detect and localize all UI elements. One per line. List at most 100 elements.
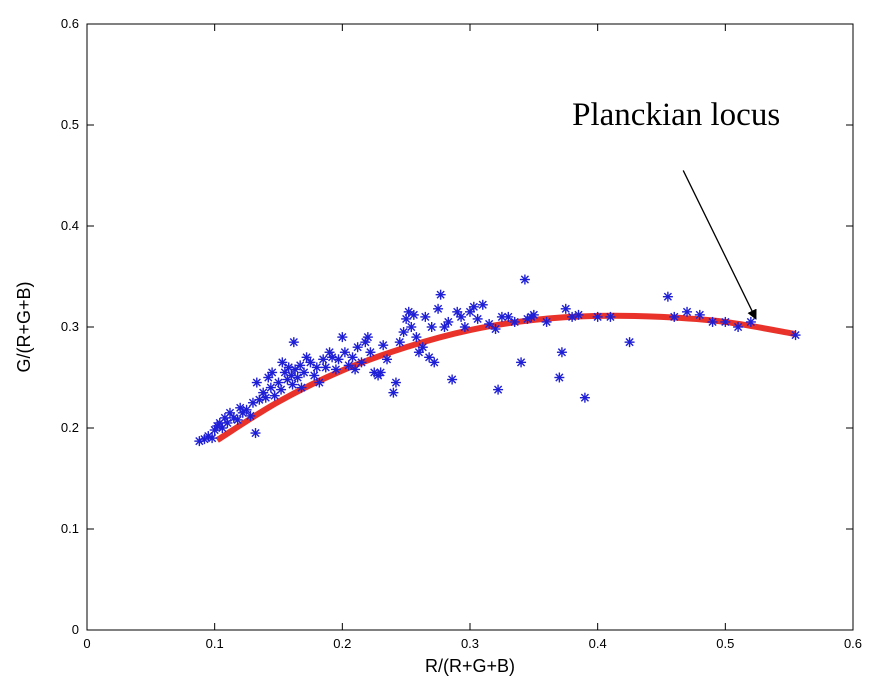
data-point [365, 347, 376, 358]
data-point [509, 316, 520, 327]
data-point [224, 407, 235, 418]
data-point [314, 377, 325, 388]
data-point [413, 347, 424, 358]
data-point [694, 309, 705, 320]
data-point [375, 367, 386, 378]
data-point [333, 354, 344, 365]
data-point [733, 322, 744, 332]
data-point [356, 357, 367, 368]
data-point [493, 384, 504, 395]
scatter-points-layer [194, 274, 801, 447]
data-point [311, 362, 322, 373]
axis-ticks: 0 0.1 0.2 0.3 0.4 0.5 0.6 0 0.1 0.2 0.3 0.4 0.5 0.6 [61, 16, 862, 651]
y-tick-label: 0 [72, 622, 79, 637]
y-tick-label: 0.3 [61, 319, 79, 334]
data-point [292, 372, 303, 383]
data-point [309, 370, 320, 381]
x-tick-label: 0.5 [716, 636, 734, 651]
data-point [347, 352, 358, 363]
data-point [554, 372, 565, 383]
data-point [519, 274, 530, 285]
data-point [287, 379, 298, 390]
data-point [318, 354, 329, 365]
data-point [320, 362, 331, 373]
labels-layer: R/(R+G+B) G/(R+G+B) Planckian locus [14, 97, 780, 676]
data-point [465, 306, 475, 317]
data-point [573, 309, 584, 320]
x-axis-label: R/(R+G+B) [425, 656, 515, 676]
data-point [484, 318, 495, 329]
data-point [288, 337, 299, 348]
data-point [682, 306, 693, 317]
y-tick-label: 0.5 [61, 117, 79, 132]
x-tick-label: 0.1 [206, 636, 224, 651]
data-point [556, 347, 567, 358]
y-tick-label: 0.1 [61, 521, 79, 536]
data-point [490, 324, 501, 335]
y-tick-label: 0.4 [61, 218, 79, 233]
data-point [265, 382, 276, 393]
data-point [273, 377, 284, 388]
data-point [301, 352, 312, 363]
x-tick-label: 0.4 [589, 636, 607, 651]
x-tick-label: 0.2 [333, 636, 351, 651]
data-point [459, 322, 470, 332]
data-point [299, 367, 310, 378]
data-point [245, 410, 256, 421]
data-point [411, 332, 422, 343]
data-point [362, 332, 373, 343]
data-point [339, 347, 350, 358]
data-point [790, 330, 801, 341]
data-point [260, 392, 271, 403]
data-point [424, 352, 435, 363]
y-tick-label: 0.6 [61, 16, 79, 31]
data-point [579, 392, 590, 403]
data-point [624, 337, 635, 348]
data-point [433, 303, 444, 314]
data-point [286, 370, 297, 381]
data-point [269, 390, 280, 401]
data-point [426, 322, 437, 332]
data-point [398, 327, 409, 338]
data-point [439, 322, 450, 332]
data-point [276, 384, 287, 395]
data-point [337, 332, 348, 343]
data-point [669, 311, 680, 322]
data-point [207, 433, 218, 444]
data-point [503, 311, 514, 322]
data-point [447, 374, 458, 385]
data-point [516, 357, 527, 368]
data-point [720, 316, 731, 327]
data-point [222, 417, 233, 428]
data-point [330, 364, 341, 375]
planckian-locus-layer [215, 312, 797, 443]
y-tick-label: 0.2 [61, 420, 79, 435]
data-point [296, 382, 307, 393]
data-point [263, 372, 274, 383]
annotation-arrow [682, 170, 757, 320]
planckian-locus-line [215, 312, 797, 443]
data-point [403, 306, 414, 317]
data-point [528, 309, 539, 320]
data-point [241, 404, 252, 415]
data-point [250, 428, 261, 439]
x-tick-label: 0.3 [461, 636, 479, 651]
x-tick-label: 0 [83, 636, 90, 651]
data-point [267, 367, 278, 378]
data-point [429, 357, 440, 368]
data-point [456, 311, 467, 322]
data-point [560, 303, 571, 314]
data-point [477, 299, 488, 310]
data-point [277, 357, 288, 368]
data-point [420, 311, 431, 322]
data-point [472, 313, 483, 324]
x-tick-label: 0.6 [844, 636, 862, 651]
data-point [452, 306, 463, 317]
data-point [401, 313, 412, 324]
data-point [305, 357, 316, 368]
data-point [541, 316, 552, 327]
data-point [406, 322, 417, 332]
data-point [592, 311, 603, 322]
data-point [707, 316, 718, 327]
